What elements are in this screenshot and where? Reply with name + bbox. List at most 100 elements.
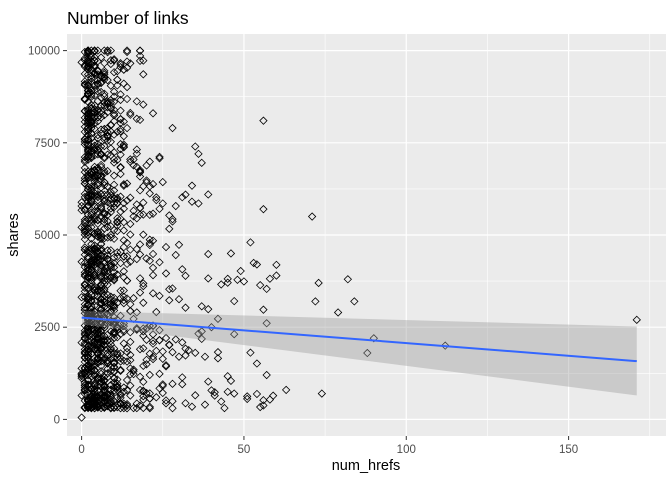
- data-point: [83, 263, 93, 272]
- data-point: [191, 391, 200, 400]
- data-point: [103, 210, 112, 220]
- data-point: [148, 352, 158, 361]
- data-point: [103, 75, 112, 85]
- data-point: [204, 305, 213, 314]
- data-point: [80, 113, 90, 122]
- data-point: [96, 298, 106, 307]
- data-point: [119, 319, 128, 328]
- data-point: [87, 244, 96, 254]
- data-point: [96, 343, 106, 352]
- data-point: [103, 269, 112, 278]
- data-point: [350, 297, 359, 306]
- data-point: [158, 177, 167, 187]
- data-point: [90, 385, 99, 394]
- data-point: [119, 296, 128, 305]
- data-point: [116, 163, 125, 172]
- data-point: [181, 351, 190, 360]
- y-tick-label: 7500: [34, 138, 60, 150]
- data-point: [148, 289, 158, 298]
- data-point: [122, 375, 132, 385]
- data-point: [317, 389, 327, 398]
- data-point: [113, 199, 122, 208]
- data-point: [119, 399, 128, 408]
- data-point: [139, 198, 148, 207]
- data-point: [87, 208, 96, 217]
- data-point: [77, 391, 86, 400]
- data-point: [106, 204, 115, 213]
- data-point: [171, 201, 180, 211]
- data-point: [139, 56, 148, 65]
- data-point: [80, 163, 90, 173]
- data-point: [90, 53, 99, 62]
- data-point: [122, 294, 132, 303]
- y-axis-label: shares: [6, 213, 22, 257]
- data-point: [90, 306, 99, 316]
- data-point: [90, 339, 99, 349]
- data-point: [126, 381, 135, 390]
- data-point: [126, 391, 135, 400]
- data-point: [90, 124, 99, 133]
- data-point: [194, 329, 203, 338]
- data-point: [122, 82, 132, 92]
- data-point: [145, 349, 154, 358]
- data-point: [109, 358, 119, 367]
- data-point: [93, 46, 103, 55]
- data-point: [100, 197, 109, 206]
- data-point: [119, 180, 128, 189]
- data-point: [113, 315, 122, 324]
- x-axis-ticks: 0 50 100 150: [78, 436, 578, 456]
- data-point: [187, 402, 197, 411]
- data-point: [87, 247, 96, 256]
- data-point: [126, 110, 135, 119]
- data-point: [119, 141, 128, 151]
- data-point: [80, 330, 90, 339]
- major-gridlines: [67, 34, 666, 436]
- data-point: [80, 80, 90, 90]
- data-point: [90, 166, 99, 176]
- data-point: [83, 328, 93, 337]
- data-point: [113, 375, 122, 384]
- data-point: [96, 280, 106, 289]
- data-point: [83, 352, 93, 361]
- data-point: [77, 257, 86, 266]
- data-point: [83, 273, 93, 283]
- data-point: [168, 348, 177, 357]
- data-point: [109, 105, 119, 115]
- data-point: [126, 328, 135, 337]
- data-point: [119, 286, 128, 295]
- data-point: [262, 319, 271, 328]
- data-point: [80, 378, 90, 388]
- data-point: [113, 214, 122, 223]
- data-point: [119, 218, 128, 227]
- data-point: [87, 216, 96, 225]
- data-point: [145, 256, 154, 265]
- data-point: [109, 367, 119, 377]
- data-point: [96, 333, 106, 343]
- data-point: [109, 171, 119, 180]
- data-point: [139, 403, 148, 413]
- data-point: [119, 267, 128, 276]
- data-point: [155, 325, 164, 335]
- data-point: [122, 238, 132, 248]
- data-point: [109, 386, 119, 395]
- data-point: [109, 186, 119, 195]
- data-point: [83, 224, 93, 233]
- data-point: [100, 89, 109, 98]
- data-point: [87, 167, 96, 177]
- data-point: [116, 95, 125, 105]
- data-point: [265, 274, 275, 283]
- data-point: [103, 131, 112, 140]
- data-point: [145, 402, 154, 412]
- data-point: [90, 268, 99, 277]
- data-point: [116, 357, 125, 366]
- data-point: [83, 248, 93, 257]
- data-point: [126, 370, 135, 379]
- data-point: [122, 276, 132, 285]
- data-point: [100, 46, 109, 55]
- data-point: [233, 275, 242, 284]
- data-point: [135, 115, 145, 125]
- data-point: [226, 376, 236, 386]
- data-point: [93, 359, 103, 368]
- data-point: [181, 190, 190, 199]
- data-point: [132, 97, 141, 106]
